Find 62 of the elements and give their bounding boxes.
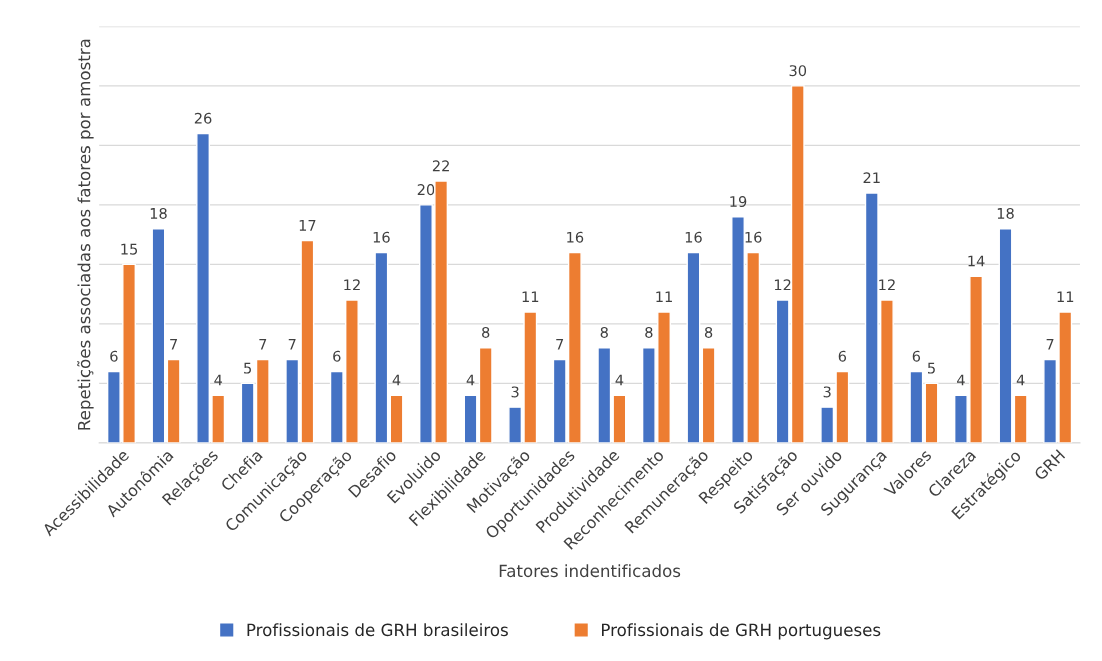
data-label: 19 — [730, 196, 747, 208]
data-label: 22 — [432, 160, 449, 172]
data-label: 16 — [567, 231, 584, 243]
bar — [389, 394, 404, 443]
bar — [151, 228, 166, 443]
data-label: 11 — [522, 291, 539, 303]
data-label: 12 — [774, 279, 791, 291]
data-label: 4 — [392, 374, 401, 386]
bar — [612, 394, 627, 443]
data-label: 7 — [556, 338, 564, 350]
data-label: 5 — [244, 362, 251, 374]
bar — [374, 251, 389, 443]
data-label: 4 — [214, 374, 223, 386]
data-label: 7 — [259, 338, 267, 350]
bar — [998, 228, 1013, 443]
data-label: 3 — [823, 386, 831, 398]
data-label: 8 — [704, 326, 713, 338]
data-label: 6 — [838, 350, 847, 362]
data-label: 14 — [968, 255, 985, 267]
data-label: 11 — [656, 291, 672, 303]
data-label: 11 — [1057, 291, 1074, 303]
data-label: 7 — [170, 338, 178, 350]
data-label: 20 — [417, 184, 435, 196]
data-label: 6 — [912, 350, 921, 362]
data-label: 26 — [194, 112, 212, 124]
data-label: 8 — [600, 326, 608, 338]
data-label: 16 — [373, 231, 390, 243]
bar — [1013, 394, 1028, 443]
bar — [166, 358, 181, 443]
data-label: 6 — [333, 350, 341, 362]
data-label: 30 — [789, 65, 807, 77]
bar — [701, 346, 716, 443]
data-label: 16 — [745, 231, 762, 243]
bar — [463, 394, 478, 443]
data-label: 5 — [927, 362, 935, 374]
data-label: 16 — [685, 231, 702, 243]
data-label: 12 — [879, 279, 895, 291]
data-label: 8 — [645, 326, 653, 338]
legend-label: Profissionais de GRH brasileiros — [247, 623, 508, 637]
data-label: 7 — [1046, 338, 1054, 350]
data-label: 4 — [466, 374, 475, 386]
bar — [597, 346, 612, 443]
bar — [686, 251, 701, 443]
data-label: 4 — [615, 374, 624, 386]
data-label: 7 — [288, 338, 296, 350]
legend-label: Profissionais de GRH portugueses — [602, 623, 881, 640]
data-label: 15 — [121, 243, 138, 255]
data-label: 8 — [482, 326, 490, 338]
y-axis-title: Repetições associadas aos fatores por amostra — [77, 39, 94, 430]
bar — [909, 370, 924, 443]
data-label: 4 — [1016, 374, 1025, 386]
data-label: 17 — [299, 219, 316, 231]
data-label: 21 — [863, 172, 880, 184]
bar — [924, 382, 939, 443]
data-label: 4 — [957, 374, 965, 386]
data-label: 18 — [150, 207, 167, 219]
data-label: 18 — [997, 207, 1014, 219]
bar — [478, 346, 493, 443]
data-label: 12 — [344, 279, 360, 291]
data-label: 3 — [511, 386, 519, 398]
data-label: 6 — [110, 350, 118, 362]
x-axis-title: Fatores indentificados — [499, 564, 681, 578]
